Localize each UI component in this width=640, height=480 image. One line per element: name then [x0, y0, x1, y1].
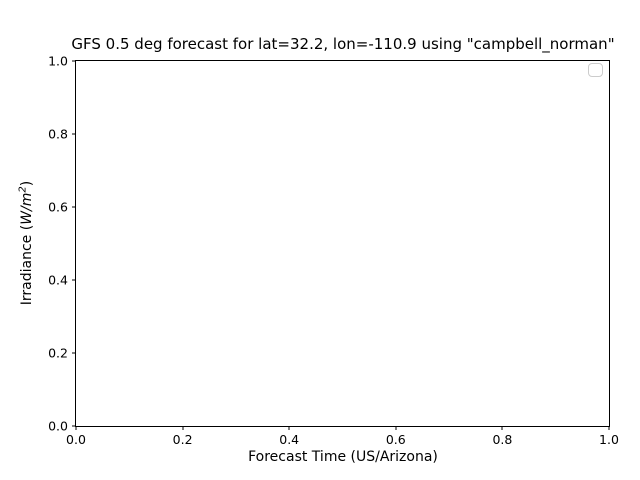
x-tick-mark	[501, 426, 503, 430]
y-axis-label-prefix: Irradiance (	[19, 224, 35, 306]
y-axis-label: Irradiance (W/m2)	[17, 180, 35, 306]
y-tick-label: 0.0	[48, 418, 68, 434]
y-tick-mark	[72, 133, 76, 135]
x-tick-mark	[75, 426, 77, 430]
y-tick-label: 0.4	[48, 272, 68, 288]
y-tick-mark	[72, 425, 76, 427]
x-tick-label: 1.0	[599, 432, 619, 447]
y-axis-label-superscript: 2	[17, 186, 29, 193]
x-axis-label: Forecast Time (US/Arizona)	[248, 449, 438, 465]
y-tick-label: 0.2	[48, 345, 68, 361]
chart-title: GFS 0.5 deg forecast for lat=32.2, lon=-…	[71, 35, 615, 53]
x-tick-mark	[608, 426, 610, 430]
y-axis-label-suffix: )	[19, 180, 35, 187]
y-tick-mark	[72, 279, 76, 281]
x-tick-label: 0.6	[385, 432, 406, 447]
x-tick-label: 0.8	[492, 432, 513, 447]
y-tick-label: 0.8	[48, 126, 68, 142]
x-tick-label: 0.0	[66, 432, 86, 447]
y-tick-mark	[72, 60, 76, 62]
x-tick-label: 0.2	[172, 432, 193, 447]
x-tick-mark	[182, 426, 184, 430]
plot-area: 0.0 0.2 0.4 0.6 0.8 1.0 1.0 0.8 0.6 0.4 0.2 0.0	[48, 54, 619, 448]
y-tick-mark	[72, 206, 76, 208]
y-tick-label: 1.0	[48, 53, 68, 69]
y-tick-label: 0.6	[48, 199, 68, 215]
x-tick-mark	[288, 426, 290, 430]
x-tick-mark	[395, 426, 397, 430]
y-axis-label-math: W/m	[19, 192, 35, 225]
y-tick-mark	[72, 352, 76, 354]
x-tick-label: 0.4	[279, 432, 300, 447]
legend-box	[588, 63, 603, 77]
